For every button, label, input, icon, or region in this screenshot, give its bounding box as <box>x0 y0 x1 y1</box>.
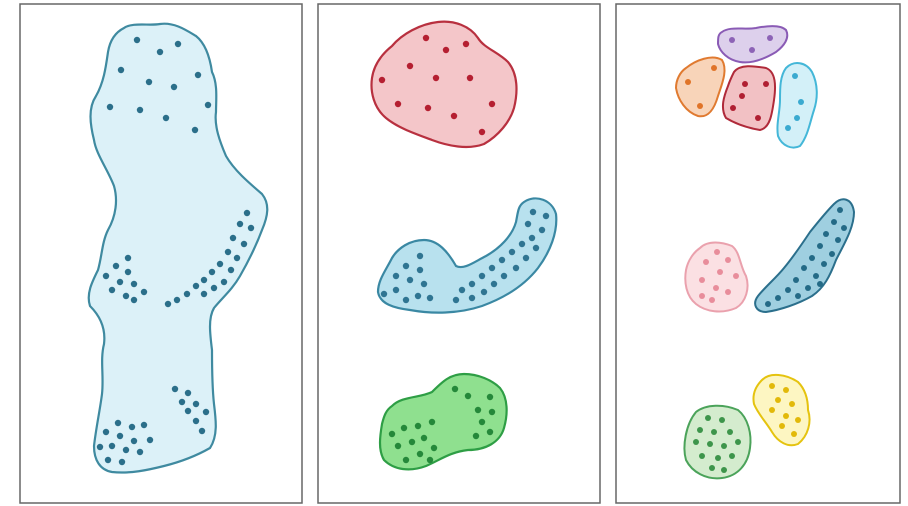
orange-cluster-points <box>685 65 717 109</box>
blue-cluster-points <box>380 208 550 304</box>
single-cluster-region <box>87 22 269 474</box>
green-cluster-region <box>378 372 508 471</box>
orange-cluster-region <box>674 56 726 118</box>
green-cluster-points <box>388 385 496 464</box>
teal-cluster-points <box>765 207 847 307</box>
green-cluster-region <box>683 404 752 480</box>
panel-single-cluster <box>19 3 303 504</box>
pink-cluster-points <box>699 249 739 303</box>
purple-cluster-points <box>729 35 773 53</box>
single-cluster-points <box>96 36 255 466</box>
green-cluster-points <box>693 415 741 473</box>
panel-seven-clusters <box>615 3 901 504</box>
yellow-cluster-region <box>752 374 811 447</box>
yellow-cluster-points <box>769 383 801 437</box>
teal-cluster-region <box>754 198 856 314</box>
cyan-cluster-points <box>785 73 804 131</box>
red-cluster-points <box>730 81 769 121</box>
red-cluster-region <box>721 65 776 132</box>
red-cluster-region <box>370 20 518 149</box>
panel-three-clusters <box>317 3 601 504</box>
red-cluster-points <box>378 34 496 136</box>
